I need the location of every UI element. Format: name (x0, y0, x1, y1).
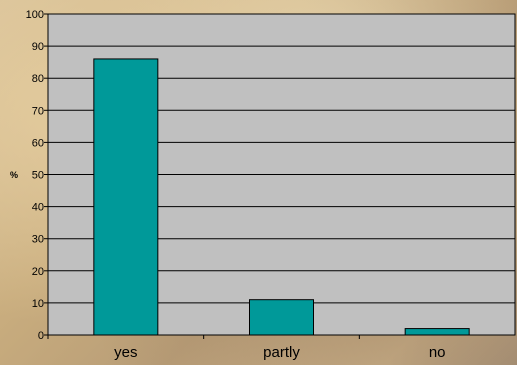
bar-partly (249, 299, 314, 336)
y-tick-label: 0 (38, 330, 44, 342)
x-tick-label-yes: yes (114, 344, 137, 361)
bars (93, 58, 470, 336)
bar-yes (93, 58, 159, 336)
y-tick-label: 30 (32, 234, 44, 246)
y-axis-ticks: 0 10 20 30 40 50 60 70 80 90 100 (26, 9, 48, 342)
y-tick-label: 20 (32, 266, 44, 278)
y-tick-label: 10 (32, 298, 44, 310)
y-tick-label: 60 (32, 137, 44, 149)
x-axis-ticks: yes partly no (47, 335, 446, 361)
y-tick-label: 50 (32, 170, 44, 182)
y-tick-label: 100 (26, 9, 44, 21)
x-tick-label-no: no (429, 344, 446, 361)
bar-no (404, 328, 470, 336)
x-tick-label-partly: partly (263, 344, 300, 361)
y-tick-label: 80 (32, 73, 44, 85)
y-tick-label: 90 (32, 41, 44, 53)
y-axis-label: % (10, 170, 18, 180)
y-tick-label: 40 (32, 202, 44, 214)
y-tick-label: 70 (32, 105, 44, 117)
